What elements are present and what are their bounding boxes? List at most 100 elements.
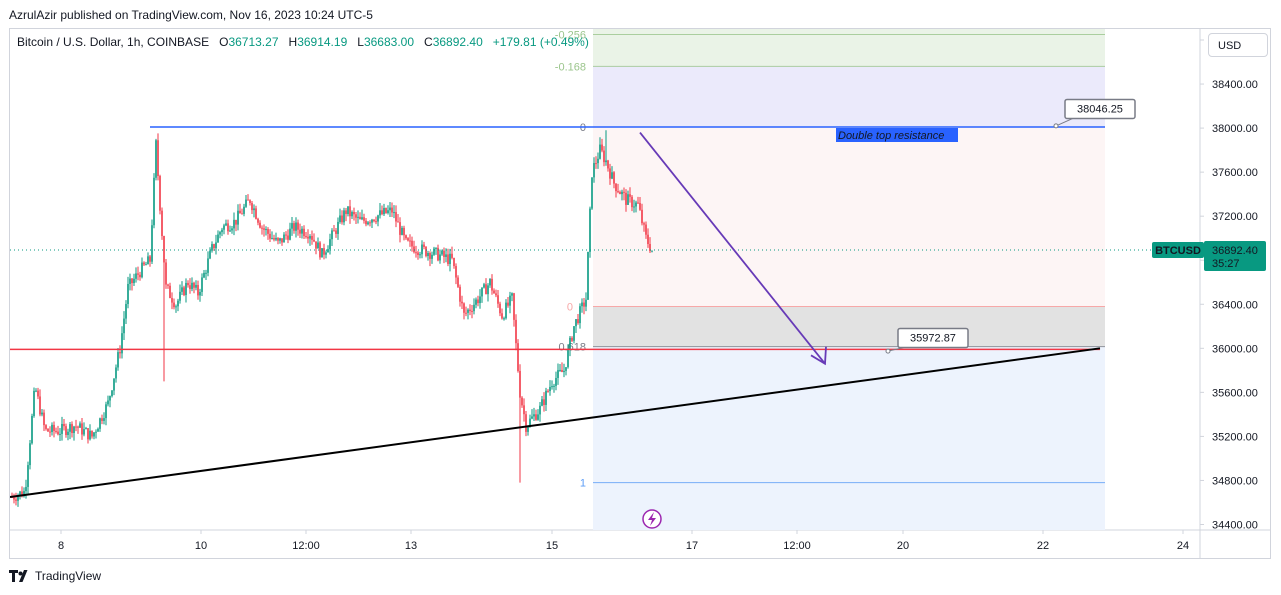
candle-body <box>347 206 349 214</box>
fib-zone-0618 <box>593 306 1105 347</box>
candle-body <box>37 390 39 397</box>
candle-body <box>263 228 265 230</box>
candle-body <box>63 423 65 427</box>
candle-body <box>299 229 301 234</box>
candle-body <box>423 244 425 247</box>
candle-body <box>515 319 517 344</box>
candle-body <box>181 287 183 292</box>
candle-body <box>453 257 455 267</box>
symbol-name[interactable]: Bitcoin / U.S. Dollar, 1h, COINBASE <box>17 35 210 49</box>
candle-body <box>301 228 303 234</box>
candle-body <box>537 414 539 420</box>
price-callout-box[interactable] <box>897 327 969 349</box>
candle-body <box>643 223 645 225</box>
candle-body <box>155 140 157 178</box>
candle-body <box>599 144 601 159</box>
high-label: H <box>288 35 298 49</box>
candle-body <box>627 194 629 205</box>
candle-body <box>81 423 83 435</box>
candle-body <box>307 236 309 239</box>
candle-body <box>127 283 129 305</box>
candle-body <box>633 206 635 208</box>
candle-body <box>315 241 317 249</box>
candle-body <box>143 262 145 265</box>
candle-body <box>231 228 233 231</box>
tradingview-footer[interactable]: TradingView <box>9 569 101 583</box>
candle-body <box>403 227 405 236</box>
candle-body <box>547 390 549 392</box>
candle-body <box>345 210 347 214</box>
candle-body <box>217 234 219 243</box>
candle-body <box>575 319 577 327</box>
candle-body <box>493 290 495 294</box>
candle-body <box>543 399 545 405</box>
candle-body <box>629 194 631 197</box>
candle-body <box>545 390 547 405</box>
candle-body <box>97 428 99 432</box>
candle-body <box>385 208 387 213</box>
candle-body <box>473 304 475 312</box>
candle-body <box>197 284 199 296</box>
candle-body <box>389 207 391 211</box>
change-value: +179.81 (+0.49%) <box>492 35 589 49</box>
candle-body <box>201 277 203 292</box>
candle-body <box>207 258 209 273</box>
candle-body <box>649 244 651 252</box>
candle-body <box>499 303 501 314</box>
candle-body <box>355 214 357 218</box>
currency-button[interactable]: USD <box>1208 33 1268 57</box>
candle-body <box>115 367 117 379</box>
time-tick-label: 17 <box>686 540 698 552</box>
candle-body <box>149 256 151 262</box>
projection-arrow-shaft[interactable] <box>639 131 826 365</box>
candle-body <box>349 206 351 217</box>
time-tick-label: 8 <box>58 540 64 552</box>
candle-body <box>239 210 241 214</box>
ascending-trendline[interactable] <box>10 347 1101 498</box>
chart-frame <box>9 28 1271 559</box>
candle-body <box>337 221 339 234</box>
candle-body <box>573 326 575 341</box>
candle-body <box>335 230 337 234</box>
candle-body <box>135 273 137 279</box>
candle-body <box>419 254 421 256</box>
candle-body <box>465 312 467 314</box>
candle-body <box>289 228 291 240</box>
candle-body <box>351 211 353 217</box>
candle-body <box>459 286 461 302</box>
candle-body <box>55 430 57 432</box>
candle-body <box>377 215 379 222</box>
candle-body <box>323 248 325 255</box>
candle-body <box>645 224 647 235</box>
candle-body <box>561 369 563 373</box>
candle-body <box>279 238 281 241</box>
candle-body <box>95 431 97 433</box>
fib-zone-lower <box>593 346 1105 530</box>
candle-body <box>651 250 653 252</box>
candle-body <box>235 219 237 225</box>
candle-body <box>83 429 85 435</box>
candle-body <box>495 293 497 296</box>
candle-body <box>31 415 33 444</box>
candle-body <box>343 210 345 223</box>
tradingview-logo-icon <box>9 570 28 582</box>
candle-body <box>379 210 381 216</box>
candle-body <box>517 343 519 371</box>
candle-body <box>109 396 111 401</box>
candle-body <box>329 239 331 250</box>
time-tick-label: 10 <box>195 540 207 552</box>
candle-body <box>229 230 231 232</box>
candle-body <box>35 390 37 392</box>
candle-body <box>187 282 189 286</box>
price-tick-label: 38400.00 <box>1212 79 1258 91</box>
candle-body <box>15 499 17 501</box>
candle-body <box>619 192 621 195</box>
candle-body <box>435 247 437 249</box>
candle-body <box>449 253 451 264</box>
fib-label--0.168: -0.168 <box>555 61 586 73</box>
price-callout-box[interactable] <box>1064 98 1136 120</box>
candle-body <box>183 287 185 296</box>
candle-body <box>391 207 393 213</box>
